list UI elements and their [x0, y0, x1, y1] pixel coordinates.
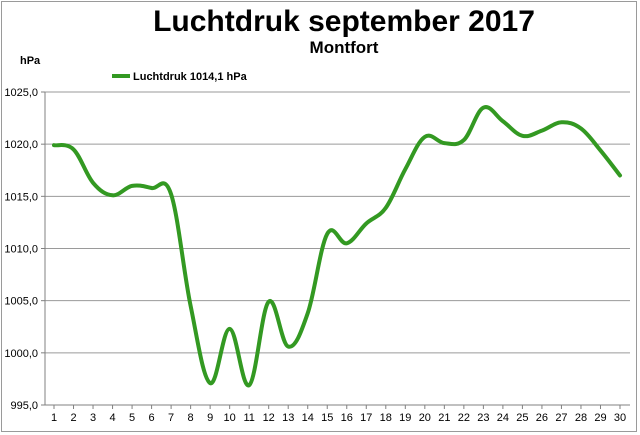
x-tick-label: 29 [594, 412, 606, 424]
x-tick-label: 2 [70, 412, 76, 424]
x-tick-label: 26 [536, 412, 548, 424]
x-tick-label: 13 [282, 412, 294, 424]
y-tick-label: 995,0 [10, 400, 38, 412]
y-axis-unit-label: hPa [20, 55, 41, 67]
x-tick-label: 6 [149, 412, 155, 424]
gridlines [44, 91, 630, 406]
x-tick-label: 24 [497, 412, 509, 424]
x-tick-label: 22 [458, 412, 470, 424]
x-tick-label: 4 [109, 412, 115, 424]
x-tick-label: 20 [419, 412, 431, 424]
x-tick-label: 27 [555, 412, 567, 424]
x-tick-label: 1 [51, 412, 57, 424]
x-tick-label: 23 [477, 412, 489, 424]
x-tick-label: 28 [575, 412, 587, 424]
x-axis-ticks: 1 2 3 4 5 6 7 8 9 10 11 12 13 14 15 16 17 18 19 20 21 22 23 24 2… [51, 405, 626, 424]
legend: Luchtdruk 1014,1 hPa [112, 71, 248, 83]
x-tick-label: 7 [168, 412, 174, 424]
x-tick-label: 19 [399, 412, 411, 424]
x-tick-label: 21 [438, 412, 450, 424]
x-tick-label: 10 [224, 412, 236, 424]
x-tick-label: 11 [243, 412, 254, 424]
plot-area [52, 105, 622, 388]
y-tick-label: 1010,0 [4, 244, 38, 256]
x-tick-label: 8 [188, 412, 194, 424]
x-tick-label: 18 [380, 412, 392, 424]
x-tick-label: 16 [341, 412, 353, 424]
x-tick-label: 12 [263, 412, 275, 424]
chart-title: Luchtdruk september 2017 [153, 5, 535, 38]
y-tick-label: 1000,0 [4, 348, 38, 360]
series-line-luchtdruk [52, 105, 622, 388]
y-tick-label: 1020,0 [4, 139, 38, 151]
x-tick-label: 14 [302, 412, 314, 424]
x-tick-label: 30 [614, 412, 626, 424]
x-tick-label: 5 [129, 412, 135, 424]
x-tick-label: 25 [516, 412, 528, 424]
y-tick-label: 1025,0 [4, 87, 38, 99]
x-tick-label: 9 [207, 412, 213, 424]
y-tick-label: 1015,0 [4, 191, 38, 203]
x-tick-label: 15 [321, 412, 333, 424]
chart-subtitle: Montfort [310, 38, 379, 57]
y-axis-ticks: 995,0 1000,0 1005,0 1010,0 1015,0 1020,0 1025,… [4, 87, 45, 412]
legend-label-luchtdruk: Luchtdruk 1014,1 hPa [133, 71, 248, 83]
y-tick-label: 1005,0 [4, 296, 38, 308]
x-tick-label: 3 [90, 412, 96, 424]
x-tick-label: 17 [360, 412, 372, 424]
